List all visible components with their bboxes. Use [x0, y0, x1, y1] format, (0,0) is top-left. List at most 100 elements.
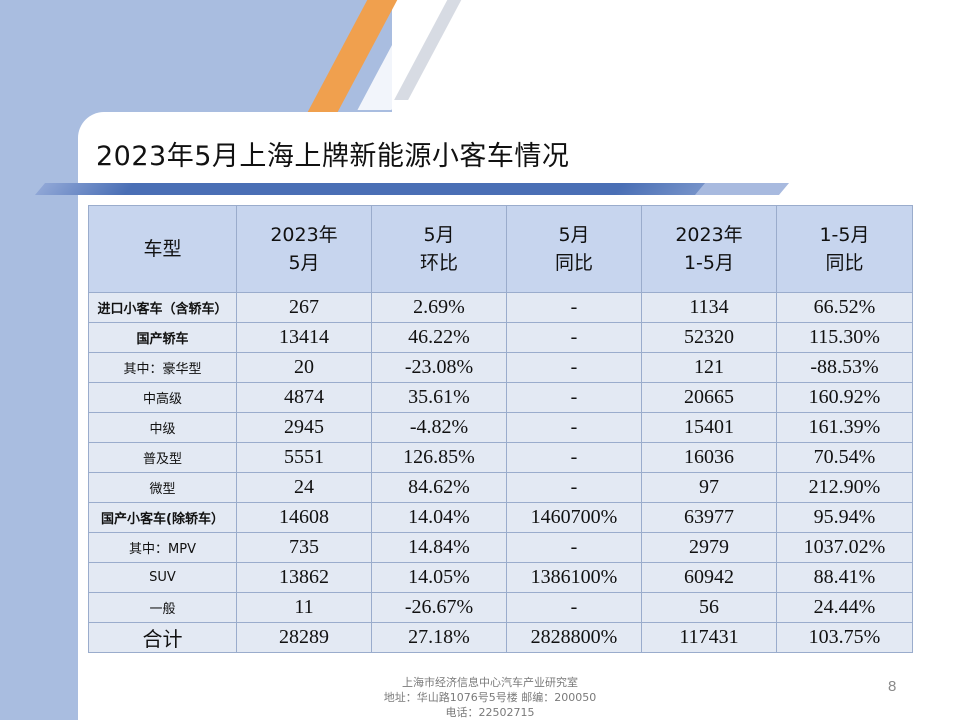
cell-jan-may-yoy: 66.52% [776, 292, 913, 323]
cell-jan-may-2023: 15401 [641, 412, 777, 443]
cell-may-mom: 2.69% [371, 292, 507, 323]
cell-jan-may-2023: 52320 [641, 322, 777, 353]
cell-jan-may-yoy: 160.92% [776, 382, 913, 413]
row-category: 其中：MPV [88, 532, 237, 563]
title-underline-accent [694, 183, 790, 195]
row-category: 其中：豪华型 [88, 352, 237, 383]
table-row: SUV 13862 14.05% 1386100% 60942 88.41% [88, 562, 913, 593]
header-may-mom: 5月 环比 [371, 205, 507, 293]
cell-may-yoy: 1386100% [506, 562, 642, 593]
row-category: 中级 [88, 412, 237, 443]
table-header-row: 车型 2023年 5月 5月 环比 5月 同比 2023年 1-5月 1-5月 … [88, 205, 913, 293]
row-category: 微型 [88, 472, 237, 503]
table-row: 其中：豪华型 20 -23.08% - 121 -88.53% [88, 352, 913, 383]
header-jan-may-2023: 2023年 1-5月 [641, 205, 777, 293]
cell-may-yoy: - [506, 592, 642, 623]
table-row: 进口小客车（含轿车） 267 2.69% - 1134 66.52% [88, 292, 913, 323]
cell-jan-may-2023: 20665 [641, 382, 777, 413]
cell-jan-may-yoy: 1037.02% [776, 532, 913, 563]
cell-may-2023: 735 [236, 532, 372, 563]
cell-may-yoy: - [506, 532, 642, 563]
slide-title: 2023年5月上海上牌新能源小客车情况 [96, 141, 570, 172]
table-row: 其中：MPV 735 14.84% - 2979 1037.02% [88, 532, 913, 563]
table-row: 普及型 5551 126.85% - 16036 70.54% [88, 442, 913, 473]
cell-jan-may-yoy: 212.90% [776, 472, 913, 503]
row-category: 普及型 [88, 442, 237, 473]
footer-organization: 上海市经济信息中心汽车产业研究室 [402, 676, 578, 689]
cell-may-yoy: - [506, 292, 642, 323]
cell-may-mom: -4.82% [371, 412, 507, 443]
cell-may-mom: 14.04% [371, 502, 507, 533]
row-category: 国产小客车(除轿车） [88, 502, 237, 533]
cell-jan-may-yoy: 95.94% [776, 502, 913, 533]
header-jan-may-yoy: 1-5月 同比 [776, 205, 913, 293]
cell-may-mom: 27.18% [371, 622, 507, 653]
cell-may-2023: 13862 [236, 562, 372, 593]
cell-may-yoy: 1460700% [506, 502, 642, 533]
cell-may-2023: 2945 [236, 412, 372, 443]
table-total-row: 合计 28289 27.18% 2828800% 117431 103.75% [88, 622, 913, 653]
row-category: 一般 [88, 592, 237, 623]
cell-may-mom: 14.84% [371, 532, 507, 563]
cell-jan-may-yoy: 115.30% [776, 322, 913, 353]
cell-jan-may-2023: 117431 [641, 622, 777, 653]
cell-may-2023: 13414 [236, 322, 372, 353]
cell-may-yoy: 2828800% [506, 622, 642, 653]
cell-jan-may-2023: 63977 [641, 502, 777, 533]
cell-jan-may-yoy: 70.54% [776, 442, 913, 473]
cell-jan-may-2023: 97 [641, 472, 777, 503]
cell-jan-may-2023: 56 [641, 592, 777, 623]
cell-may-2023: 14608 [236, 502, 372, 533]
cell-may-yoy: - [506, 442, 642, 473]
cell-may-2023: 11 [236, 592, 372, 623]
cell-may-mom: -23.08% [371, 352, 507, 383]
header-may-2023: 2023年 5月 [236, 205, 372, 293]
table-row: 中级 2945 -4.82% - 15401 161.39% [88, 412, 913, 443]
table-row: 一般 11 -26.67% - 56 24.44% [88, 592, 913, 623]
cell-may-mom: 35.61% [371, 382, 507, 413]
table-row: 国产轿车 13414 46.22% - 52320 115.30% [88, 322, 913, 353]
footer-phone: 电话：22502715 [445, 706, 535, 719]
row-category: SUV [88, 562, 237, 593]
header-may-yoy: 5月 同比 [506, 205, 642, 293]
cell-may-mom: 14.05% [371, 562, 507, 593]
table-row: 微型 24 84.62% - 97 212.90% [88, 472, 913, 503]
cell-jan-may-yoy: 24.44% [776, 592, 913, 623]
cell-may-2023: 24 [236, 472, 372, 503]
cell-may-yoy: - [506, 382, 642, 413]
cell-may-2023: 4874 [236, 382, 372, 413]
cell-jan-may-2023: 2979 [641, 532, 777, 563]
data-table: 车型 2023年 5月 5月 环比 5月 同比 2023年 1-5月 1-5月 … [88, 205, 913, 653]
row-category: 中高级 [88, 382, 237, 413]
cell-may-2023: 5551 [236, 442, 372, 473]
row-category: 国产轿车 [88, 322, 237, 353]
cell-jan-may-yoy: -88.53% [776, 352, 913, 383]
cell-may-mom: 84.62% [371, 472, 507, 503]
cell-jan-may-yoy: 103.75% [776, 622, 913, 653]
cell-may-mom: -26.67% [371, 592, 507, 623]
cell-jan-may-2023: 121 [641, 352, 777, 383]
cell-may-mom: 126.85% [371, 442, 507, 473]
page-number: 8 [888, 678, 897, 695]
title-underline-bar [34, 183, 788, 195]
cell-jan-may-2023: 16036 [641, 442, 777, 473]
footer-contact: 上海市经济信息中心汽车产业研究室 地址：华山路1076号5号楼 邮编：20005… [360, 675, 620, 720]
footer-address: 地址：华山路1076号5号楼 邮编：200050 [383, 691, 597, 704]
cell-may-mom: 46.22% [371, 322, 507, 353]
cell-jan-may-2023: 60942 [641, 562, 777, 593]
header-vehicle-type: 车型 [88, 205, 237, 293]
cell-may-yoy: - [506, 322, 642, 353]
cell-jan-may-2023: 1134 [641, 292, 777, 323]
cell-may-2023: 28289 [236, 622, 372, 653]
cell-may-2023: 267 [236, 292, 372, 323]
cell-may-yoy: - [506, 472, 642, 503]
cell-may-yoy: - [506, 352, 642, 383]
row-category: 进口小客车（含轿车） [88, 292, 237, 323]
table-row: 国产小客车(除轿车） 14608 14.04% 1460700% 63977 9… [88, 502, 913, 533]
cell-jan-may-yoy: 88.41% [776, 562, 913, 593]
cell-may-yoy: - [506, 412, 642, 443]
cell-jan-may-yoy: 161.39% [776, 412, 913, 443]
table-row: 中高级 4874 35.61% - 20665 160.92% [88, 382, 913, 413]
cell-may-2023: 20 [236, 352, 372, 383]
row-category-total: 合计 [88, 622, 237, 653]
